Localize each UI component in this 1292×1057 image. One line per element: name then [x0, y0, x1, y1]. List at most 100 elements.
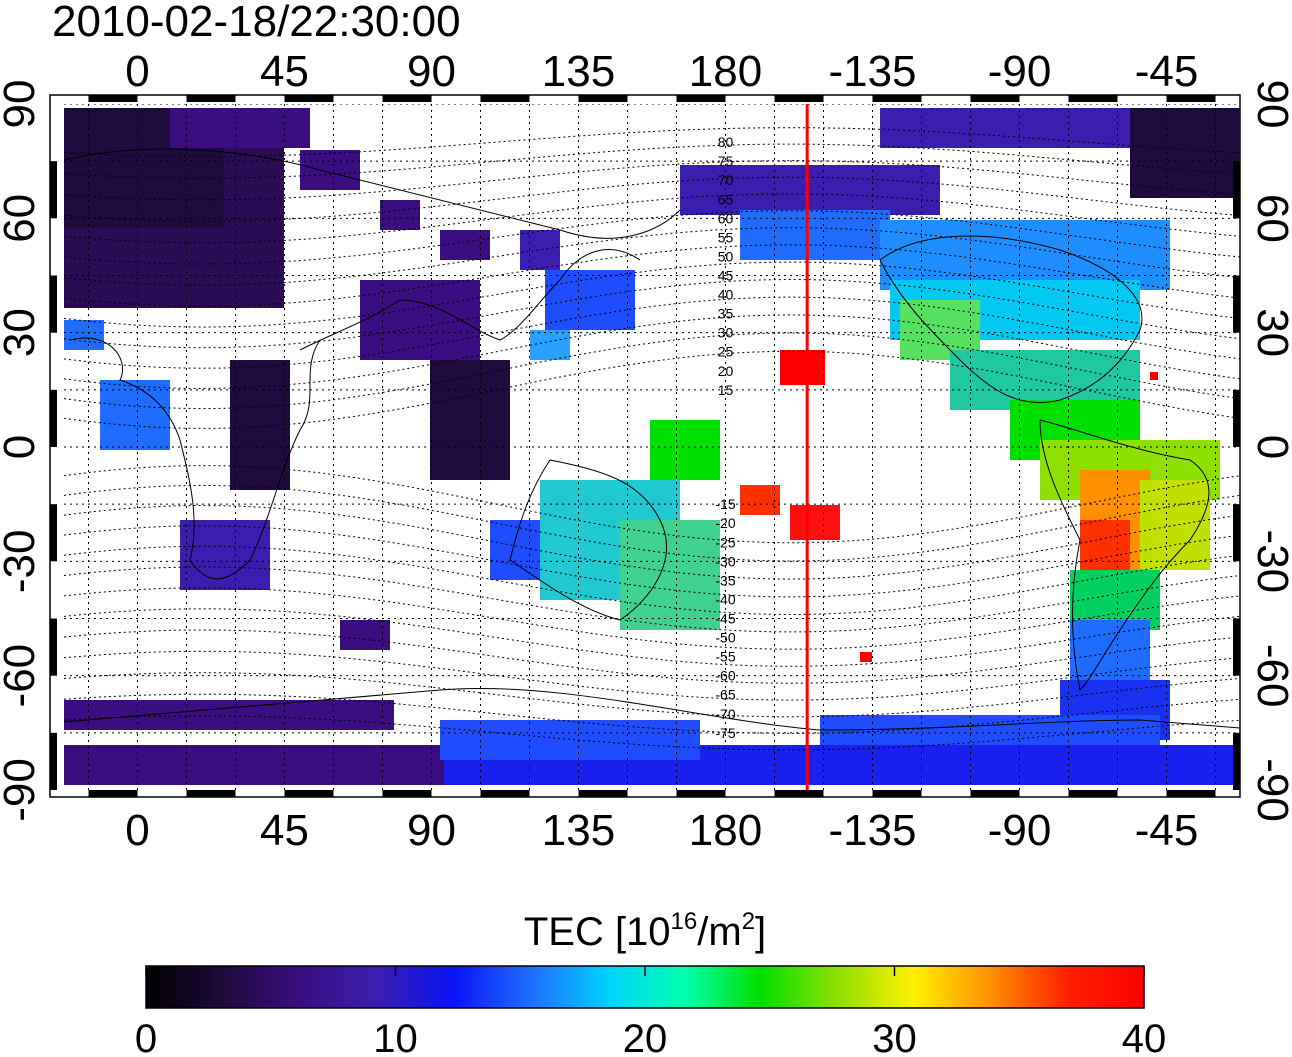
tec-patch	[1150, 372, 1158, 380]
maglat-label: 25	[718, 344, 734, 360]
maglat-contour	[64, 566, 1240, 633]
lon-tick-band	[970, 95, 1020, 102]
lat-label-right: 60	[1248, 194, 1292, 243]
maglat-contour	[64, 504, 1240, 580]
lat-label-right: -90	[1248, 758, 1292, 822]
maglat-label: 30	[718, 325, 734, 341]
maglat-label: 80	[718, 134, 734, 150]
lon-tick-band	[186, 95, 236, 102]
colorbar-tick-label: 30	[872, 1017, 917, 1057]
maglat-label: 60	[718, 210, 734, 226]
lat-label-left: 0	[0, 435, 44, 459]
lat-label-left: -30	[0, 530, 44, 594]
colorbar-ticks: 0 10 20 30 40	[135, 966, 1166, 1057]
tec-patch	[1070, 620, 1150, 680]
tec-patch	[790, 505, 840, 540]
tec-patch	[440, 720, 700, 760]
colorbar-tick-label: 10	[373, 1017, 418, 1057]
tec-patch	[530, 330, 570, 360]
lat-tick-band	[1233, 161, 1240, 219]
tec-patch	[780, 350, 825, 385]
maglat-contour	[64, 143, 1240, 179]
lon-tick-band	[1166, 790, 1216, 797]
maglat-label: 50	[718, 248, 734, 264]
maglat-contour	[64, 484, 1240, 562]
maglat-label: -30	[715, 553, 735, 569]
maglat-contour	[64, 193, 1240, 244]
tec-patch	[820, 715, 1160, 745]
maglat-label: -60	[715, 668, 735, 684]
lon-tick-band	[872, 95, 922, 102]
maglat-contour	[64, 244, 1240, 307]
lon-label-bottom: 0	[125, 806, 149, 855]
tec-patch	[340, 620, 390, 650]
lon-tick-band	[480, 95, 530, 102]
magnetic-latitude-contours	[64, 127, 1240, 751]
tec-patch	[64, 745, 444, 785]
lon-tick-band	[578, 790, 628, 797]
tec-patch	[230, 360, 290, 490]
tec-patch	[740, 210, 890, 260]
maglat-label: -75	[715, 725, 735, 741]
tec-patch	[880, 108, 1130, 148]
colorbar-tick-label: 40	[1122, 1017, 1167, 1057]
tec-patch	[740, 485, 780, 515]
maglat-label: 20	[718, 363, 734, 379]
tec-patch	[64, 320, 104, 350]
lon-label-bottom: -135	[828, 806, 916, 855]
maglat-label: 15	[718, 382, 734, 398]
maglat-label: 70	[718, 172, 734, 188]
maglat-label: -25	[715, 534, 735, 550]
tec-patch	[64, 700, 394, 730]
lat-label-right: 30	[1248, 308, 1292, 357]
lat-tick-band	[1233, 732, 1240, 790]
maglat-label: 55	[718, 229, 734, 245]
colorbar-tick-label: 0	[135, 1017, 157, 1057]
lon-tick-band	[186, 790, 236, 797]
lat-labels-right: 90 60 30 0 -30 -60 -90	[1248, 80, 1292, 822]
lon-label-top: -45	[1135, 47, 1199, 96]
lat-tick-band	[50, 732, 57, 790]
lon-tick-band	[284, 95, 334, 102]
maglat-label: 45	[718, 268, 734, 284]
lat-label-right: -60	[1248, 644, 1292, 708]
maglat-contour	[64, 332, 1240, 410]
lat-tick-band	[50, 504, 57, 562]
graticule-grid	[64, 104, 1240, 790]
colorbar-title: TEC [1016/m2]	[524, 908, 766, 954]
lat-tick-band	[50, 275, 57, 333]
lon-tick-band	[1166, 95, 1216, 102]
lon-tick-band	[1068, 95, 1118, 102]
maglat-contour	[64, 210, 1240, 265]
lon-label-bottom: 135	[542, 806, 615, 855]
maglat-contour	[64, 672, 1240, 718]
maglat-contour	[64, 693, 1240, 734]
magnetic-latitude-labels: 80 75 70 65 60 55 50 45 40 35 30 25 20 15 -15 -20 -25 -30…	[715, 134, 735, 741]
maglat-contour	[64, 545, 1240, 616]
lon-tick-band	[676, 95, 726, 102]
lon-tick-band	[774, 95, 824, 102]
maglat-label: -20	[715, 515, 735, 531]
lon-tick-band	[480, 790, 530, 797]
timestamp-title: 2010-02-18/22:30:00	[52, 0, 461, 46]
lat-tick-band	[1233, 389, 1240, 447]
lon-label-bottom: 180	[689, 806, 762, 855]
lon-labels-top: 0 45 90 135 180 -135 -90 -45	[125, 47, 1198, 96]
tec-patch	[440, 230, 490, 260]
maglat-contour	[64, 160, 1240, 201]
maglat-label: 75	[718, 153, 734, 169]
maglat-contour	[64, 650, 1240, 701]
maglat-contour	[64, 587, 1240, 650]
maglat-label: -40	[715, 591, 735, 607]
tec-patch	[170, 108, 310, 148]
maglat-contour	[64, 608, 1240, 667]
tec-patch	[300, 150, 360, 190]
maglat-contour	[64, 296, 1240, 369]
lat-label-right: 90	[1248, 80, 1292, 129]
tec-patch	[100, 380, 170, 450]
lat-tick-band	[1233, 275, 1240, 333]
maglat-label: -45	[715, 611, 735, 627]
tec-patch	[650, 420, 720, 480]
lon-tick-band	[676, 790, 726, 797]
coastlines	[64, 148, 1240, 731]
